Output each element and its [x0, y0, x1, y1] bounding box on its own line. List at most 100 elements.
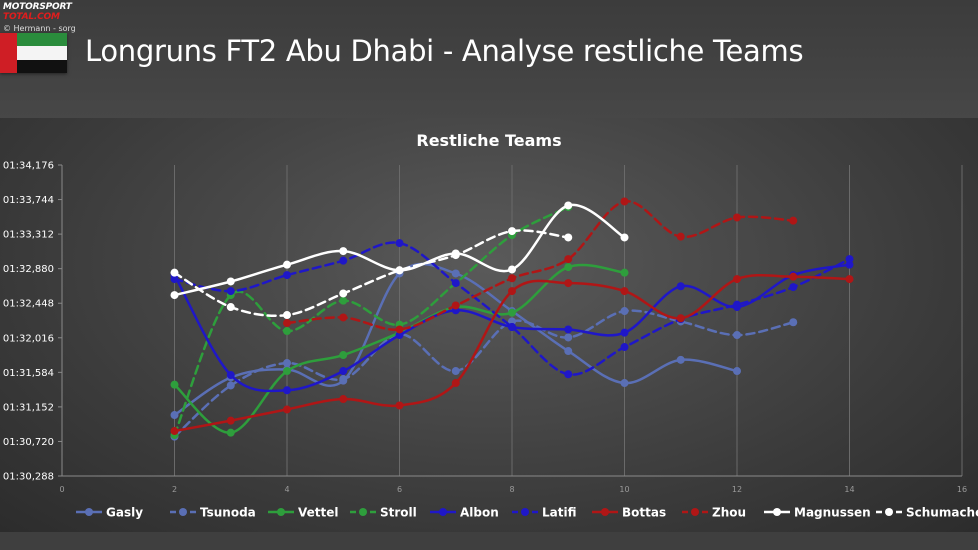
data-point-stroll [339, 296, 348, 305]
logo-line-2: TOTAL.COM [3, 12, 60, 22]
data-point-zhou [676, 232, 685, 241]
legend-marker-magnussen [773, 508, 781, 516]
x-tick-label: 12 [732, 485, 742, 494]
data-point-gasly [676, 355, 685, 364]
data-point-albon [395, 331, 404, 340]
data-point-tsunoda [789, 318, 798, 327]
data-point-bottas [620, 287, 629, 296]
legend-marker-albon [439, 508, 447, 516]
y-tick-label: 01:31,584 [3, 368, 54, 379]
data-point-schumacher [170, 268, 179, 277]
data-point-tsunoda [226, 381, 235, 390]
data-point-zhou [283, 319, 291, 328]
data-point-latifi [395, 239, 404, 248]
legend-marker-bottas [601, 508, 609, 516]
legend-item-bottas: Bottas [592, 506, 666, 520]
legend-item-zhou: Zhou [682, 506, 746, 520]
data-point-tsunoda [733, 331, 741, 340]
data-point-bottas [676, 314, 685, 323]
data-point-gasly [451, 269, 460, 278]
legend-item-tsunoda: Tsunoda [170, 506, 256, 520]
y-tick-label: 01:30,288 [3, 472, 54, 483]
legend-item-schumacher: Schumacher [876, 506, 978, 520]
legend-marker-stroll [359, 508, 367, 516]
x-tick-label: 14 [844, 485, 854, 494]
data-point-gasly [733, 367, 741, 376]
data-point-vettel [283, 367, 291, 376]
y-tick-label: 01:33,744 [3, 195, 54, 206]
data-point-albon [283, 386, 291, 395]
x-tick-label: 6 [397, 485, 402, 494]
header-bar: MOTORSPORT TOTAL.COM © Hermann - sorg Lo… [0, 0, 978, 118]
data-point-albon [564, 325, 573, 334]
data-point-albon [845, 260, 854, 269]
data-point-bottas [508, 287, 516, 296]
data-point-vettel [620, 268, 629, 277]
x-tick-label: 16 [957, 485, 967, 494]
series-layer [170, 197, 854, 441]
legend-marker-latifi [521, 508, 529, 516]
data-point-latifi [226, 287, 235, 296]
data-point-tsunoda [508, 317, 516, 326]
legend-label-albon: Albon [460, 506, 499, 520]
data-point-tsunoda [283, 359, 291, 368]
data-point-albon [339, 367, 348, 376]
legend-item-gasly: Gasly [76, 506, 143, 520]
legend-marker-gasly [85, 508, 93, 516]
data-point-schumacher [283, 311, 291, 320]
legend-item-vettel: Vettel [268, 506, 339, 520]
data-point-bottas [451, 379, 460, 388]
data-point-gasly [620, 379, 629, 388]
legend-label-zhou: Zhou [712, 506, 746, 520]
data-point-magnussen [508, 265, 516, 274]
data-point-schumacher [395, 266, 404, 275]
data-point-latifi [564, 370, 573, 379]
data-point-latifi [170, 275, 179, 284]
y-tick-label: 01:31,152 [3, 402, 54, 413]
legend-label-tsunoda: Tsunoda [200, 506, 256, 520]
legend-label-vettel: Vettel [298, 506, 339, 520]
legend-label-stroll: Stroll [380, 506, 417, 520]
series-line-schumacher [173, 229, 570, 318]
data-point-latifi [620, 343, 629, 352]
legend-marker-tsunoda [179, 508, 187, 516]
x-tick-label: 0 [59, 485, 64, 494]
data-point-gasly [564, 347, 573, 356]
data-point-tsunoda [451, 367, 460, 376]
data-point-bottas [283, 405, 291, 414]
data-point-latifi [789, 283, 798, 292]
data-point-schumacher [508, 227, 516, 236]
y-tick-label: 01:32,880 [3, 264, 54, 275]
motorsport-total-logo: MOTORSPORT TOTAL.COM [3, 2, 72, 24]
y-tick-label: 01:30,720 [3, 437, 54, 448]
legend-label-bottas: Bottas [622, 506, 666, 520]
legend-marker-zhou [691, 508, 699, 516]
data-point-vettel [226, 428, 235, 437]
series-bottas [170, 272, 854, 436]
data-point-latifi [508, 323, 516, 332]
data-point-stroll [283, 327, 291, 336]
data-point-latifi [451, 279, 460, 288]
legend-item-stroll: Stroll [350, 506, 417, 520]
data-point-vettel [339, 351, 348, 360]
data-point-bottas [845, 275, 854, 284]
series-gasly [170, 262, 741, 420]
data-point-magnussen [170, 291, 179, 300]
legend-marker-schumacher [885, 508, 893, 516]
series-zhou [283, 197, 798, 334]
data-point-bottas [226, 416, 235, 425]
legend-label-schumacher: Schumacher [906, 506, 978, 520]
data-point-magnussen [564, 201, 573, 210]
data-point-magnussen [226, 277, 235, 286]
data-point-tsunoda [339, 375, 348, 384]
data-point-schumacher [564, 233, 573, 242]
legend-label-latifi: Latifi [542, 506, 577, 520]
data-point-latifi [283, 271, 291, 280]
y-tick-label: 01:32,016 [3, 333, 54, 344]
chart-legend: Gasly Tsunoda Vettel Stroll Albon Latifi Botta… [76, 506, 978, 520]
data-point-vettel [508, 308, 516, 317]
data-point-zhou [339, 313, 348, 322]
data-point-schumacher [339, 289, 348, 298]
series-line-zhou [285, 200, 795, 331]
data-point-latifi [733, 300, 741, 309]
